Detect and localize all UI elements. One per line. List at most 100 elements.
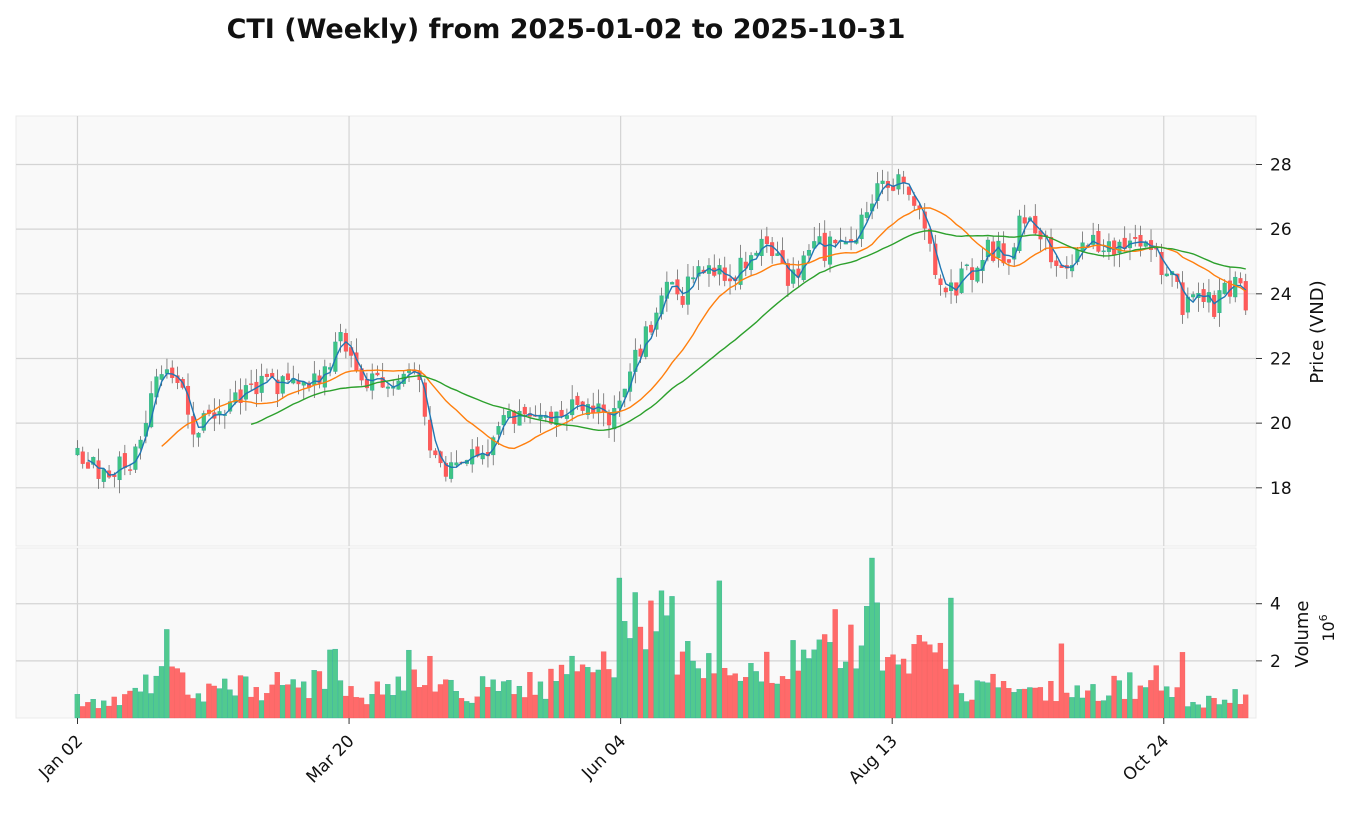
volume-bar-up — [448, 679, 454, 719]
volume-bar-down — [85, 702, 91, 719]
volume-bar-up — [201, 701, 207, 719]
candle-up — [817, 236, 822, 245]
volume-bar-down — [264, 693, 270, 719]
candle-down — [285, 373, 291, 381]
candle-down — [912, 196, 917, 206]
volume-bar-up — [685, 641, 691, 719]
volume-bar-up — [311, 670, 317, 719]
candle-down — [128, 469, 133, 471]
volume-bar-down — [374, 681, 380, 719]
volume-bar-up — [1106, 695, 1112, 719]
candle-up — [554, 411, 559, 425]
volume-bar-down — [343, 695, 349, 719]
volume-bar-down — [637, 626, 644, 719]
candle-up — [564, 415, 569, 419]
volume-bar-down — [169, 666, 175, 719]
candle-down — [1048, 237, 1054, 263]
volume-bar-up — [1079, 697, 1086, 719]
volume-bar-up — [132, 687, 138, 719]
candle-down — [1006, 259, 1011, 263]
candle-up — [643, 326, 648, 357]
volume-bar-up — [290, 679, 296, 719]
volume-bar-up — [453, 691, 459, 719]
volume-bar-up — [664, 615, 670, 719]
volume-bar-up — [816, 639, 823, 719]
volume-bar-up — [737, 680, 744, 719]
volume-bar-down — [779, 676, 786, 719]
volume-bar-down — [353, 697, 359, 719]
volume-bar-down — [927, 644, 933, 719]
volume-bar-up — [390, 695, 396, 719]
volume-bar-up — [1232, 689, 1238, 719]
candle-down — [443, 462, 448, 477]
price-tick-label: 22 — [1270, 349, 1292, 369]
candle-down — [433, 450, 438, 456]
volume-bar-down — [711, 673, 717, 719]
volume-bar-up — [632, 592, 638, 719]
volume-bar-up — [585, 667, 591, 719]
candle-up — [691, 277, 696, 280]
volume-bar-down — [522, 697, 528, 719]
volume-bar-up — [1190, 702, 1196, 719]
volume-tick-label: 4 — [1270, 595, 1281, 615]
volume-scale-label: 106 — [1317, 614, 1338, 641]
volume-bar-down — [364, 704, 370, 719]
volume-bar-down — [95, 708, 102, 719]
volume-bar-up — [811, 649, 817, 719]
candle-up — [333, 341, 338, 372]
volume-bar-up — [406, 649, 412, 719]
grid-layer — [16, 116, 1256, 718]
volume-bar-down — [237, 675, 244, 719]
candle-down — [264, 373, 269, 377]
volume-bar-up — [101, 700, 107, 719]
candle-up — [506, 411, 512, 418]
volume-bar-up — [1195, 704, 1201, 719]
volume-bar-down — [674, 674, 680, 719]
volume-bar-up — [616, 577, 623, 719]
candle-up — [1191, 294, 1196, 298]
volume-bar-down — [1179, 652, 1186, 719]
volume-bar-down — [921, 641, 928, 719]
volume-bar-down — [606, 669, 612, 719]
volume-bar-up — [806, 658, 812, 719]
volume-bar-down — [1200, 707, 1207, 719]
volume-bar-up — [864, 606, 870, 719]
volume-bar-down — [253, 687, 259, 719]
candle-up — [101, 469, 106, 482]
volume-bar-up — [753, 671, 759, 719]
candle-up — [1222, 282, 1227, 294]
volume-bar-down — [932, 652, 938, 719]
volume-bar-down — [285, 684, 291, 719]
candle-down — [191, 416, 196, 435]
candle-up — [1217, 290, 1222, 314]
volume-bar-up — [627, 638, 633, 719]
candle-down — [249, 383, 254, 385]
volume-bar-up — [869, 557, 875, 719]
volume-bar-down — [1042, 700, 1049, 719]
volume-bar-down — [700, 678, 707, 719]
candle-up — [280, 376, 285, 394]
candle-up — [1017, 215, 1022, 251]
volume-bar-up — [116, 705, 123, 719]
volume-bar-up — [327, 649, 333, 719]
volume-bar-up — [1100, 700, 1107, 719]
volume-bar-up — [137, 691, 144, 719]
volume-bar-up — [195, 693, 202, 719]
candle-down — [1133, 237, 1138, 239]
candle-up — [138, 439, 143, 449]
volume-bar-down — [1006, 688, 1012, 719]
volume-bar-down — [1237, 704, 1244, 719]
candle-down — [475, 446, 480, 457]
candle-up — [517, 410, 522, 426]
volume-bar-down — [443, 679, 449, 719]
volume-bar-up — [337, 680, 344, 719]
candle-up — [880, 180, 885, 184]
candle-down — [938, 278, 943, 286]
candle-up — [75, 447, 80, 456]
volume-bar-up — [506, 680, 512, 719]
volume-bar-down — [511, 694, 517, 719]
volume-scale-exponent: 6 — [1317, 614, 1330, 621]
candle-up — [117, 456, 122, 481]
moving-average-lines — [87, 181, 1247, 476]
volume-bar-down — [1021, 688, 1028, 719]
